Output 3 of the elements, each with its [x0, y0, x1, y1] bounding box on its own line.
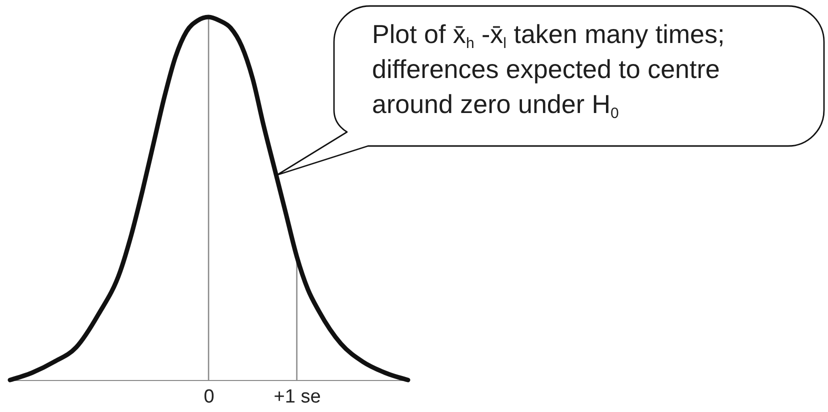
annotation: Plot of x̄$_{h}$ -x̄$_{l}$ taken many times; differences expected to centre around zero under H$_{0}$: [372, 18, 726, 122]
x-tick-label: 0: [204, 386, 214, 408]
x-tick-label: +1 se: [274, 386, 321, 408]
